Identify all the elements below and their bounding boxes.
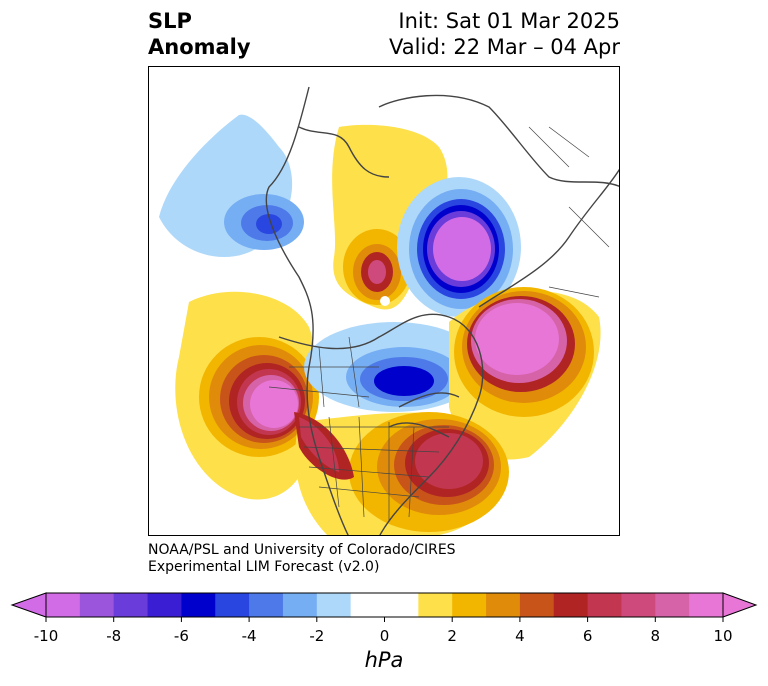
colorbar-cell	[418, 593, 453, 617]
title-line-2: Anomaly	[148, 35, 251, 59]
colorbar-cell	[215, 593, 250, 617]
political-borders	[268, 126, 610, 522]
colorbar-cells	[10, 592, 758, 618]
colorbar-cell	[316, 593, 352, 617]
colorbar-cell	[249, 593, 284, 617]
colorbar-cell	[384, 593, 419, 617]
colorbar-min-extension	[10, 592, 47, 618]
colorbar-cell	[655, 593, 690, 617]
anomaly-map	[159, 86, 619, 535]
high-east-pacific-anomaly	[175, 291, 319, 500]
colorbar-cell	[587, 593, 622, 617]
colorbar-tick-label: 0	[380, 627, 390, 645]
title-line-1: SLP	[148, 9, 192, 33]
colorbar-tick-label: 8	[651, 627, 661, 645]
colorbar-ticks: -10 -8 -6 -4 -2 0 2 4 6 8 10	[34, 617, 733, 645]
credit-line-2: Experimental LIM Forecast (v2.0)	[148, 559, 380, 575]
forecast-dates: Init: Sat 01 Mar 2025 Valid: 22 Mar – 04…	[389, 8, 620, 60]
colorbar-cell	[452, 593, 487, 617]
low-polar-anomaly	[397, 177, 521, 317]
colorbar-cell	[282, 593, 318, 617]
map-title: SLP Anomaly	[148, 8, 251, 60]
low-hudson-bay-anomaly	[304, 322, 484, 412]
colorbar-tick-label: -2	[309, 627, 324, 645]
coastlines	[265, 86, 619, 535]
colorbar-tick-label: 6	[583, 627, 593, 645]
colorbar-cell	[486, 593, 521, 617]
valid-range: Valid: 22 Mar – 04 Apr	[389, 35, 620, 59]
colorbar-tick-label: -4	[242, 627, 257, 645]
high-eastern-us-anomaly	[294, 412, 509, 535]
map-panel	[148, 66, 620, 536]
colorbar-unit-label: hPa	[364, 648, 404, 672]
colorbar-cell	[519, 593, 555, 617]
colorbar-tick-label: -10	[34, 627, 59, 645]
colorbar-tick-label: -6	[174, 627, 189, 645]
colorbar-tick-label: -8	[106, 627, 121, 645]
colorbar-tick-label: 4	[515, 627, 525, 645]
init-date: Init: Sat 01 Mar 2025	[398, 9, 620, 33]
colorbar-cell	[79, 593, 115, 617]
colorbar-tick-label: 10	[713, 627, 732, 645]
colorbar-max-extension	[722, 592, 758, 618]
high-north-atlantic-anomaly	[449, 287, 601, 460]
credit-text: NOAA/PSL and University of Colorado/CIRE…	[148, 542, 456, 576]
colorbar-cell	[350, 593, 385, 617]
colorbar-cell	[113, 593, 149, 617]
colorbar-tick-label: 2	[447, 627, 457, 645]
colorbar-cell	[621, 593, 656, 617]
low-pacific-anomaly	[159, 114, 304, 257]
colorbar-cell	[147, 593, 182, 617]
credit-line-1: NOAA/PSL and University of Colorado/CIRE…	[148, 542, 456, 558]
colorbar-cell	[46, 593, 81, 617]
colorbar: -10 -8 -6 -4 -2 0 2 4 6 8 10	[10, 592, 758, 645]
colorbar-cell	[181, 593, 216, 617]
colorbar-cell	[689, 593, 724, 617]
colorbar-cell	[553, 593, 589, 617]
